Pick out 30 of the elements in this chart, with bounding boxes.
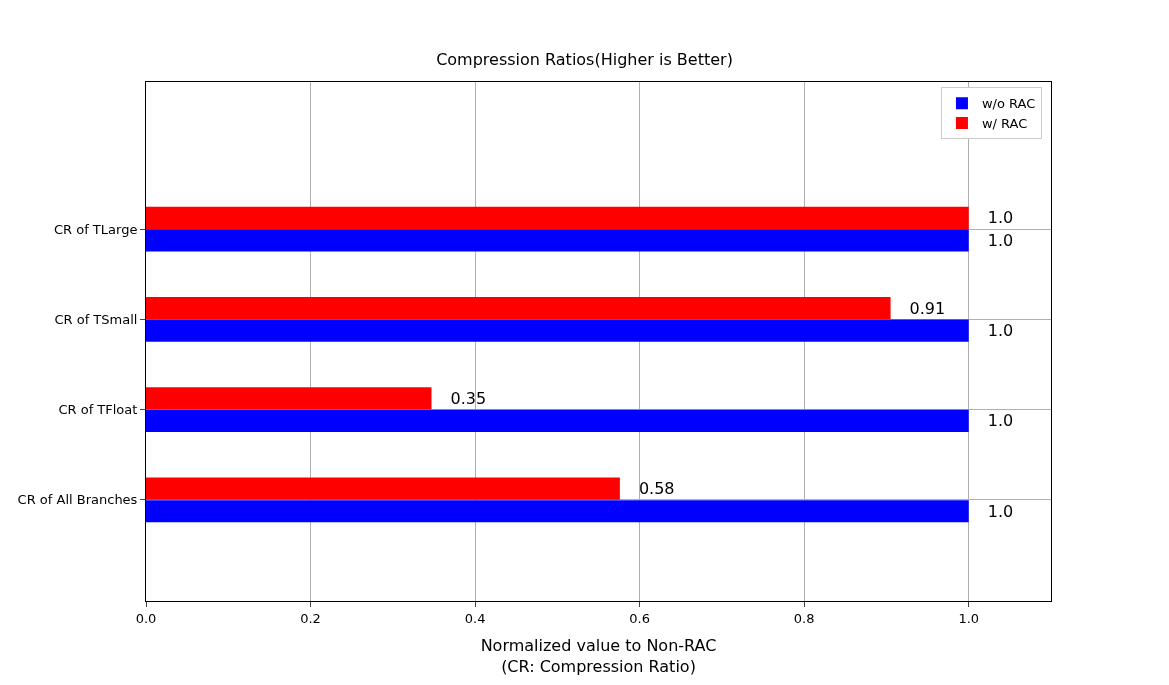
- x-tick-label: 0.2: [300, 610, 321, 626]
- bar: [146, 387, 432, 410]
- data-label: 0.91: [893, 298, 946, 318]
- data-label: 1.0: [971, 411, 1014, 431]
- y-tick-label: CR of TSmall: [54, 311, 138, 327]
- bar: [146, 319, 969, 342]
- bar: [146, 206, 969, 229]
- bar: [146, 297, 891, 320]
- x-tick-label: 0.8: [793, 610, 815, 626]
- bar: [146, 477, 620, 500]
- x-tick-label: 0.4: [464, 610, 486, 626]
- y-tick-label: CR of TFloat: [58, 402, 138, 418]
- bar: [146, 500, 969, 523]
- bar: [146, 229, 969, 252]
- y-tick-label: CR of TLarge: [53, 221, 138, 237]
- x-axis-title: Normalized value to Non-RAC (CR: Compression Ratio): [480, 636, 717, 677]
- legend-label: w/ RAC: [981, 116, 1028, 132]
- bar: [146, 409, 969, 432]
- data-label: 0.58: [622, 479, 675, 499]
- x-tick-label: 1.0: [958, 610, 980, 626]
- data-label: 1.0: [971, 321, 1014, 341]
- x-tick-label: 0.0: [135, 610, 157, 626]
- data-label: 1.0: [971, 501, 1014, 521]
- data-label: 1.0: [971, 230, 1014, 250]
- data-label: 0.35: [434, 388, 487, 408]
- y-tick-label: CR of All Branches: [17, 492, 138, 508]
- x-tick-label: 0.6: [629, 610, 650, 626]
- chart-title: Compression Ratios(Higher is Better): [436, 50, 733, 70]
- legend-label: w/o RAC: [981, 96, 1036, 112]
- data-label: 1.0: [971, 208, 1014, 228]
